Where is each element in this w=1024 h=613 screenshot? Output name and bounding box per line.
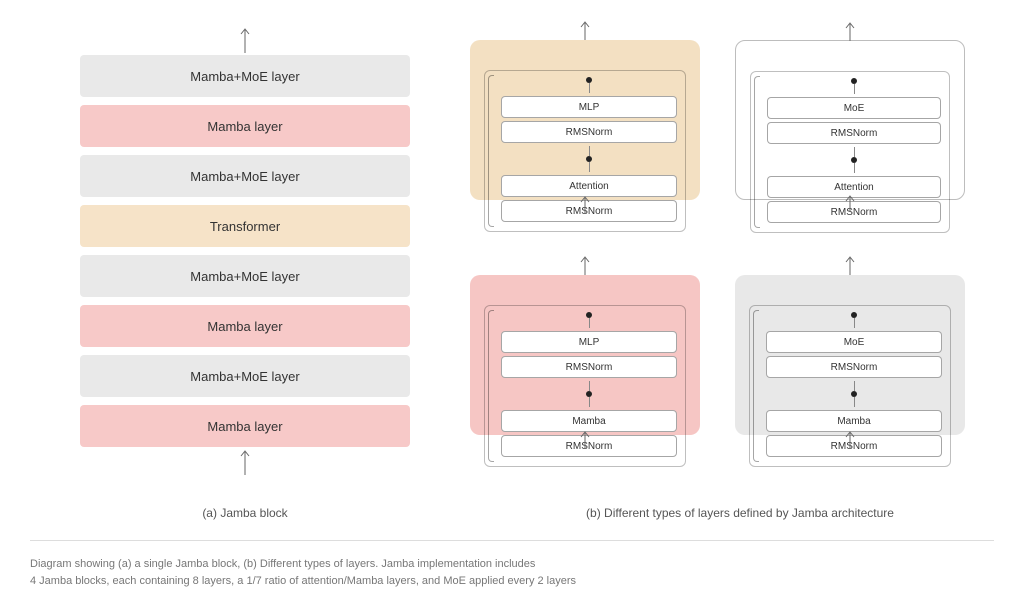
stack-layer: Mamba layer bbox=[80, 405, 410, 447]
sublayer-box: Mamba bbox=[501, 410, 677, 432]
layer-card-body: MLPRMSNormAttentionRMSNorm bbox=[470, 40, 700, 200]
sublayer-box: MLP bbox=[501, 331, 677, 353]
card-input-arrow bbox=[845, 194, 855, 217]
footnote: Diagram showing (a) a single Jamba block… bbox=[30, 556, 576, 589]
card-output-arrow bbox=[845, 21, 855, 46]
sublayer-box: RMSNorm bbox=[501, 121, 677, 143]
sublayer-box: RMSNorm bbox=[766, 356, 942, 378]
footnote-line: 4 Jamba blocks, each containing 8 layers… bbox=[30, 573, 576, 590]
layer-card-body: MoERMSNormAttentionRMSNorm bbox=[735, 40, 965, 200]
residual-connection bbox=[488, 75, 494, 227]
caption-b: (b) Different types of layers defined by… bbox=[540, 506, 940, 520]
stack-layer: Mamba+MoE layer bbox=[80, 155, 410, 197]
layer-card-body: MLPRMSNormMambaRMSNorm bbox=[470, 275, 700, 435]
card-input-arrow bbox=[845, 430, 855, 453]
jamba-block-stack: Mamba+MoE layer Mamba layer Mamba+MoE laye… bbox=[80, 55, 410, 447]
card-output-arrow bbox=[580, 20, 590, 45]
divider bbox=[30, 540, 994, 541]
stack-layer: Mamba layer bbox=[80, 305, 410, 347]
caption-a: (a) Jamba block bbox=[80, 506, 410, 520]
mamba-moe-layer: MoERMSNormMambaRMSNorm Mamba+MoE layer bbox=[735, 275, 965, 315]
sublayer-box: Mamba bbox=[766, 410, 942, 432]
attention-moe-layer: MoERMSNormAttentionRMSNorm Attention+MoE… bbox=[735, 40, 965, 80]
sublayer-box: RMSNorm bbox=[501, 356, 677, 378]
layer-card-body: MoERMSNormMambaRMSNorm bbox=[735, 275, 965, 435]
sublayer-box: MLP bbox=[501, 96, 677, 118]
card-output-arrow bbox=[845, 255, 855, 280]
card-output-arrow bbox=[580, 255, 590, 280]
transformer-layer: MLPRMSNormAttentionRMSNorm Transformer l… bbox=[470, 40, 700, 80]
sublayer-box: RMSNorm bbox=[767, 122, 941, 144]
stack-layer: Mamba layer bbox=[80, 105, 410, 147]
stack-layer: Transformer bbox=[80, 205, 410, 247]
sublayer-box: Attention bbox=[501, 175, 677, 197]
sublayer-box: MoE bbox=[766, 331, 942, 353]
residual-connection bbox=[754, 76, 760, 228]
sublayer-box: MoE bbox=[767, 97, 941, 119]
footnote-line: Diagram showing (a) a single Jamba block… bbox=[30, 556, 576, 573]
residual-connection bbox=[753, 310, 759, 462]
residual-connection bbox=[488, 310, 494, 462]
card-input-arrow bbox=[580, 430, 590, 453]
stack-layer: Mamba+MoE layer bbox=[80, 355, 410, 397]
block-input-arrow bbox=[240, 449, 250, 475]
card-input-arrow bbox=[580, 195, 590, 218]
mamba-layer: MLPRMSNormMambaRMSNorm Mamba layer bbox=[470, 275, 700, 315]
stack-layer: Mamba+MoE layer bbox=[80, 255, 410, 297]
stack-layer: Mamba+MoE layer bbox=[80, 55, 410, 97]
block-output-arrow bbox=[240, 27, 250, 53]
